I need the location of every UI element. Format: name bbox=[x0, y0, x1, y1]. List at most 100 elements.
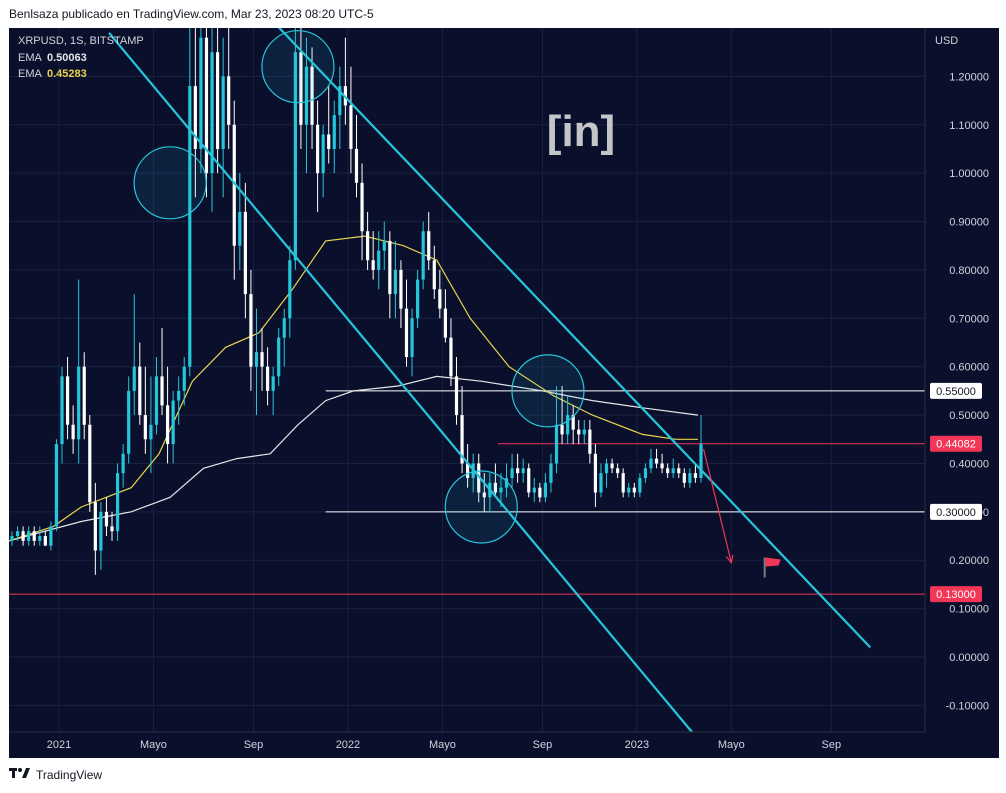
footer: TradingView bbox=[9, 767, 102, 782]
candle-body bbox=[143, 415, 147, 440]
time-axis[interactable] bbox=[9, 732, 999, 758]
candle-body bbox=[121, 453, 125, 474]
candle-body bbox=[549, 463, 553, 483]
candle-body bbox=[293, 52, 297, 261]
candle-body bbox=[443, 308, 447, 338]
candle-body bbox=[99, 511, 103, 551]
candle-body bbox=[643, 468, 648, 478]
price-tag-label: 0.44082 bbox=[936, 439, 976, 451]
upper-channel-line bbox=[269, 17, 872, 649]
indicator-value: 0.50063 bbox=[47, 52, 87, 64]
candle-body bbox=[610, 463, 614, 469]
candle-body bbox=[582, 429, 586, 435]
footer-brand: TradingView bbox=[36, 767, 103, 782]
candle-body bbox=[588, 429, 592, 454]
candle-body bbox=[438, 289, 442, 309]
ema-short-line bbox=[8, 235, 698, 542]
time-tick-label: Sep bbox=[533, 739, 553, 751]
candle-body bbox=[421, 231, 425, 280]
time-tick-labels: 2021 Mayo Sep 2022 Mayo Sep 2023 Mayo Sep bbox=[47, 739, 841, 751]
candle-body bbox=[693, 473, 698, 478]
candle-body bbox=[88, 424, 92, 503]
ema-long-line bbox=[8, 375, 699, 542]
chart-legend: XRPUSD, 1S, BITSTAMP EMA 0.50063 EMA 0.4528… bbox=[18, 35, 144, 80]
candle-body bbox=[482, 492, 486, 498]
candle-body bbox=[154, 376, 159, 425]
candle-body bbox=[82, 366, 86, 425]
candle-body bbox=[149, 424, 153, 440]
candle-body bbox=[377, 250, 381, 270]
candle-body bbox=[560, 424, 564, 435]
time-tick-label: Mayo bbox=[140, 739, 167, 751]
candle-body bbox=[638, 477, 642, 493]
price-tag-label: 0.13000 bbox=[936, 589, 976, 601]
price-tag-label: 0.55000 bbox=[936, 386, 976, 398]
watermark: [in] bbox=[547, 107, 615, 156]
candle-body bbox=[527, 468, 531, 493]
candle-body bbox=[38, 536, 42, 541]
candle-body bbox=[666, 468, 670, 474]
time-tick-label: Mayo bbox=[718, 739, 745, 751]
candle-body bbox=[366, 231, 370, 261]
circle-jun-2022 bbox=[444, 470, 518, 544]
candle-body bbox=[627, 487, 631, 493]
price-tick-label: 0.50000 bbox=[949, 410, 989, 422]
candle-body bbox=[204, 37, 209, 174]
candle-body bbox=[115, 473, 120, 532]
candle-body bbox=[243, 211, 247, 295]
price-tick-label: 1.00000 bbox=[949, 168, 989, 180]
candle-body bbox=[260, 352, 264, 367]
candle-body bbox=[404, 308, 409, 358]
candle-body bbox=[249, 294, 253, 367]
candle-body bbox=[399, 269, 403, 309]
candle-body bbox=[188, 86, 192, 367]
price-tick-label: 0.20000 bbox=[949, 555, 989, 567]
candle-body bbox=[182, 366, 186, 391]
candle-body bbox=[60, 376, 64, 445]
price-tags: 0.55000 0.44082 0.30000 0.13000 bbox=[930, 382, 982, 603]
candle-body bbox=[499, 487, 503, 493]
projection-arrow-head bbox=[725, 554, 734, 564]
candle-body bbox=[371, 260, 375, 270]
price-tag-label: 0.30000 bbox=[936, 507, 976, 519]
candle-body bbox=[521, 468, 525, 474]
candle-body bbox=[271, 376, 275, 391]
price-tick-label: 0.00000 bbox=[949, 652, 989, 664]
candle-body bbox=[654, 458, 659, 464]
price-tick-label: 0.90000 bbox=[949, 217, 989, 229]
candle-body bbox=[110, 526, 114, 532]
lower-channel-line bbox=[108, 32, 699, 740]
candle-body bbox=[593, 453, 598, 493]
candle-body bbox=[382, 240, 386, 251]
currency-label: USD bbox=[935, 35, 958, 47]
price-tick-label: 0.70000 bbox=[949, 313, 989, 325]
candle-body bbox=[127, 390, 131, 454]
indicator-value: 0.45283 bbox=[47, 68, 87, 80]
candle-body bbox=[132, 366, 136, 391]
candle-body bbox=[566, 415, 570, 435]
price-tick-label: 1.20000 bbox=[949, 71, 989, 83]
price-tick-label: 0.10000 bbox=[949, 604, 989, 616]
price-tag-box bbox=[930, 382, 982, 399]
candle-body bbox=[432, 260, 436, 290]
candle-body bbox=[104, 511, 109, 527]
chart-container[interactable]: [in] -0.10000 0.00000 0.10000 0.20000 0.3000… bbox=[8, 17, 999, 758]
candle-body bbox=[221, 76, 225, 149]
candle-body bbox=[321, 134, 325, 174]
candle-body bbox=[238, 211, 242, 246]
candle-body bbox=[332, 115, 336, 149]
candles bbox=[10, 28, 703, 575]
indicator-name: EMA bbox=[18, 52, 43, 64]
xrp-chart[interactable]: [in] -0.10000 0.00000 0.10000 0.20000 0.3000… bbox=[8, 17, 999, 758]
candle-body bbox=[660, 463, 664, 469]
candle-body bbox=[71, 424, 75, 440]
circle-may-2021 bbox=[133, 146, 207, 220]
symbol-label: XRPUSD, 1S, BITSTAMP bbox=[18, 35, 144, 47]
indicator-name: EMA bbox=[18, 68, 43, 80]
candle-body bbox=[699, 444, 703, 478]
time-tick-label: Sep bbox=[822, 739, 842, 751]
candle-body bbox=[27, 531, 31, 541]
price-tag-box bbox=[930, 503, 982, 520]
candle-body bbox=[32, 531, 36, 541]
candle-body bbox=[504, 477, 509, 488]
